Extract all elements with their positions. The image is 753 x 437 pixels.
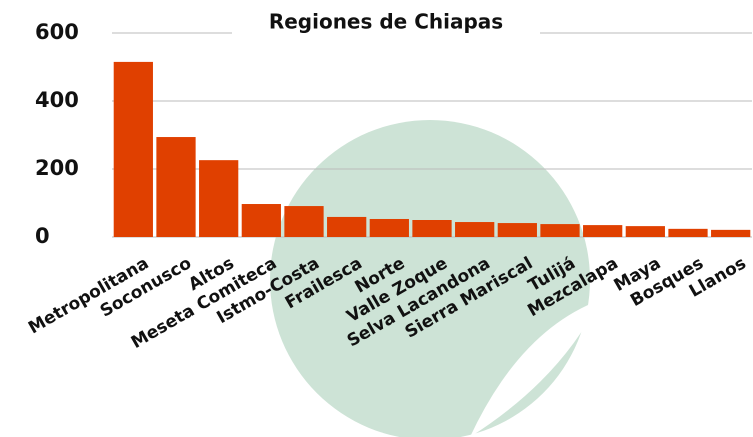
bar bbox=[284, 206, 323, 237]
bar bbox=[199, 160, 238, 237]
bar bbox=[242, 204, 281, 237]
bar bbox=[327, 217, 366, 237]
y-tick-label: 0 bbox=[35, 224, 50, 248]
bar bbox=[412, 220, 451, 237]
chart: 0200400600Regiones de ChiapasMetropolita… bbox=[0, 0, 753, 437]
bar bbox=[455, 222, 494, 237]
y-tick-label: 200 bbox=[35, 156, 79, 180]
bar bbox=[370, 219, 409, 237]
y-tick-label: 600 bbox=[35, 20, 79, 44]
bar bbox=[583, 225, 622, 237]
bar bbox=[668, 229, 707, 237]
y-tick-label: 400 bbox=[35, 88, 79, 112]
bar bbox=[626, 226, 665, 237]
bar bbox=[156, 137, 195, 237]
bar bbox=[711, 230, 750, 237]
bar bbox=[114, 62, 153, 237]
chart-title: Regiones de Chiapas bbox=[269, 10, 503, 34]
bar bbox=[540, 224, 579, 237]
bar bbox=[498, 223, 537, 237]
